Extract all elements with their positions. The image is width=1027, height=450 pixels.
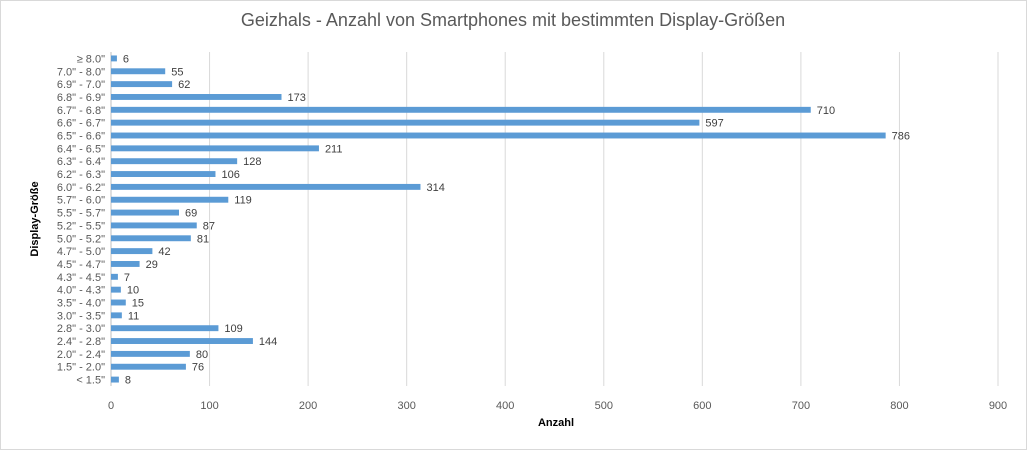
y-tick-label: 6.6" - 6.7" <box>57 118 105 130</box>
y-tick-label: 5.7" - 6.0" <box>57 195 105 207</box>
x-tick-label: 300 <box>397 400 415 412</box>
x-tick-label: 200 <box>299 400 317 412</box>
data-label: 10 <box>127 285 139 297</box>
data-label: 55 <box>171 66 183 78</box>
bar <box>111 55 117 62</box>
bar <box>111 183 421 190</box>
y-tick-label: 3.5" - 4.0" <box>57 298 105 310</box>
y-tick-label: 6.3" - 6.4" <box>57 156 105 168</box>
bar <box>111 363 186 370</box>
y-tick-labels: < 1.5"1.5" - 2.0"2.0" - 2.4"2.4" - 2.8"2… <box>57 53 105 386</box>
data-label: 81 <box>197 233 209 245</box>
y-tick-label: 5.2" - 5.5" <box>57 220 105 232</box>
y-tick-label: 6.2" - 6.3" <box>57 169 105 181</box>
x-tick-label: 800 <box>890 400 908 412</box>
y-tick-label: 4.3" - 4.5" <box>57 272 105 284</box>
bar <box>111 158 238 165</box>
data-label: 87 <box>203 220 215 232</box>
y-axis-title: Display-Größe <box>29 181 41 256</box>
x-axis-title: Anzahl <box>538 417 574 429</box>
bar <box>111 312 122 319</box>
data-label: 42 <box>158 246 170 258</box>
x-tick-label: 900 <box>989 400 1007 412</box>
data-label: 119 <box>234 195 252 207</box>
bar <box>111 235 191 242</box>
y-tick-label: 4.0" - 4.3" <box>57 285 105 297</box>
bar <box>111 273 118 280</box>
data-label: 128 <box>243 156 261 168</box>
data-label: 15 <box>132 298 144 310</box>
y-tick-label: 4.7" - 5.0" <box>57 246 105 258</box>
y-tick-label: 6.0" - 6.2" <box>57 182 105 194</box>
y-tick-label: 7.0" - 8.0" <box>57 66 105 78</box>
bar <box>111 145 319 152</box>
y-tick-label: 1.5" - 2.0" <box>57 362 105 374</box>
bar <box>111 132 886 139</box>
data-label: 11 <box>128 310 139 322</box>
x-tick-labels: 0 100 200 300 400 500 600 700 800 900 <box>108 400 1007 412</box>
y-tick-label: 5.5" - 5.7" <box>57 208 105 220</box>
y-tick-label: 3.0" - 3.5" <box>57 310 105 322</box>
bar <box>111 350 190 357</box>
data-label: 7 <box>124 272 130 284</box>
x-tick-label: 400 <box>496 400 514 412</box>
data-label: 6 <box>123 53 129 65</box>
data-label: 109 <box>224 323 242 335</box>
bar <box>111 209 180 216</box>
bar <box>111 338 253 344</box>
y-tick-label: ≥ 8.0" <box>77 53 105 65</box>
y-tick-label: 2.0" - 2.4" <box>57 349 105 361</box>
data-label: 597 <box>705 118 723 130</box>
x-tick-label: 0 <box>108 400 114 412</box>
data-label: 80 <box>196 349 208 361</box>
y-tick-label: 2.4" - 2.8" <box>57 336 105 348</box>
y-tick-label: 6.5" - 6.6" <box>57 131 105 143</box>
data-label: 144 <box>259 336 277 348</box>
bar <box>111 325 219 332</box>
data-label: 211 <box>325 143 343 155</box>
bar <box>111 196 229 203</box>
bar <box>111 376 119 383</box>
data-label: 69 <box>185 208 197 220</box>
y-tick-label: 5.0" - 5.2" <box>57 233 105 245</box>
data-label: 76 <box>192 362 204 374</box>
x-tick-label: 700 <box>792 400 810 412</box>
bar <box>111 171 216 177</box>
data-label: 314 <box>426 182 444 194</box>
gridlines <box>110 52 999 386</box>
bar <box>111 222 197 229</box>
bar <box>111 248 153 255</box>
data-label: 786 <box>892 131 910 143</box>
bar <box>111 299 126 306</box>
y-tick-label: < 1.5" <box>76 375 105 387</box>
data-label: 710 <box>817 105 835 117</box>
bar <box>111 68 166 75</box>
data-label: 8 <box>125 375 131 387</box>
y-tick-label: 2.8" - 3.0" <box>57 323 105 335</box>
chart-title: Geizhals - Anzahl von Smartphones mit be… <box>241 10 785 30</box>
y-tick-label: 6.4" - 6.5" <box>57 143 105 155</box>
bars <box>111 55 886 383</box>
bar <box>111 119 700 126</box>
x-tick-label: 600 <box>693 400 711 412</box>
data-label: 29 <box>146 259 158 271</box>
y-tick-label: 6.7" - 6.8" <box>57 105 105 117</box>
bar <box>111 261 140 267</box>
y-tick-label: 6.8" - 6.9" <box>57 92 105 104</box>
data-label: 62 <box>178 79 190 91</box>
bar <box>111 81 173 88</box>
x-tick-label: 100 <box>200 400 218 412</box>
data-label: 173 <box>288 92 306 104</box>
data-label: 106 <box>221 169 239 181</box>
x-tick-label: 500 <box>595 400 613 412</box>
bar <box>111 94 282 100</box>
bar <box>111 286 121 293</box>
y-tick-label: 4.5" - 4.7" <box>57 259 105 271</box>
y-tick-label: 6.9" - 7.0" <box>57 79 105 91</box>
bar <box>111 106 811 113</box>
